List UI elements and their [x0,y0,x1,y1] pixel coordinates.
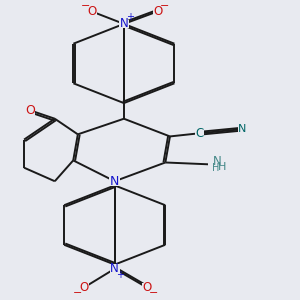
Bar [25,106,35,115]
Text: N: N [212,154,221,168]
Text: −: − [149,288,158,298]
Text: N: N [238,124,246,134]
Text: +: + [116,270,124,280]
Bar [142,283,152,292]
Bar [153,7,163,16]
Text: N: N [110,175,119,188]
Text: −: − [73,288,82,298]
Text: O: O [25,104,35,117]
Text: +: + [126,13,134,22]
Text: N: N [110,262,119,275]
Bar [208,158,221,171]
Text: O: O [153,5,162,18]
Bar [195,129,203,137]
Text: −: − [159,1,169,10]
Text: H: H [212,164,219,173]
Text: N: N [119,17,128,30]
Text: O: O [87,5,96,18]
Text: −: − [80,1,90,10]
Bar [109,177,120,186]
Text: C: C [195,127,203,140]
Bar [110,264,120,273]
Text: O: O [79,281,88,294]
Bar [86,7,97,16]
Bar [238,125,247,133]
Text: O: O [142,281,152,294]
Text: H: H [218,162,226,172]
Bar [119,20,129,28]
Bar [79,283,89,292]
